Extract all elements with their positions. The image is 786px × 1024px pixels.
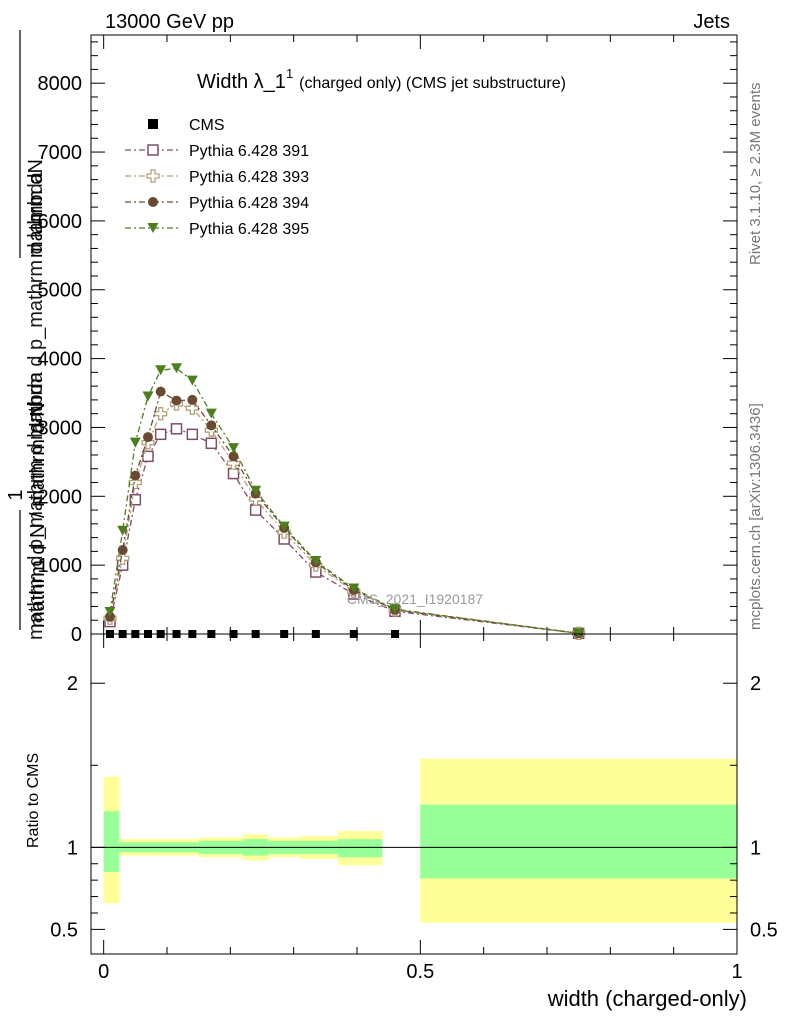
- series-point: [278, 521, 290, 532]
- ylabel-numerator-1: mathrm dN: [25, 159, 47, 258]
- main-ytick-label: 0: [71, 624, 82, 646]
- series-point: [116, 551, 130, 565]
- legend-marker: [148, 119, 158, 129]
- series-point: [129, 437, 141, 448]
- legend-label: Pythia 6.428 393: [189, 169, 309, 186]
- main-y-ticks: 0 1000 2000 3000 4000 5000 6000 7000 8000: [38, 41, 737, 646]
- legend: CMS Pythia 6.428 391 Pythia 6.428 393 Pythi…: [125, 117, 309, 238]
- series-point: [154, 428, 167, 441]
- ratio-band-inner: [420, 804, 737, 879]
- watermark: CMS_2021_I1920187: [347, 591, 483, 607]
- legend-label: Pythia 6.428 391: [189, 143, 309, 160]
- series-point: [171, 363, 182, 374]
- main-ytick-label: 5000: [38, 280, 83, 302]
- main-ytick-label: 4000: [38, 349, 83, 371]
- ratio-ytick-label-right: 0.5: [750, 919, 778, 941]
- main-series: [103, 363, 586, 640]
- series-point: [228, 443, 239, 454]
- xtick-label: 0: [98, 961, 109, 983]
- series-point: [128, 475, 142, 490]
- xtick-label: 0.5: [406, 961, 434, 983]
- legend-marker: [147, 223, 159, 233]
- main-x-ticks: [103, 35, 738, 634]
- series-point: [170, 423, 183, 435]
- series-point: [205, 437, 218, 450]
- main-ytick-label: 1000: [38, 555, 83, 577]
- legend-label: Pythia 6.428 394: [189, 195, 309, 212]
- main-panel: 0 1000 2000 3000 4000 5000 6000 7000 8000 CMS_20…: [5, 30, 738, 646]
- ratio-panel: 0.5 0.51 12 2 0 0.5 1 Ratio to CMS width (cha…: [25, 633, 778, 1011]
- main-ytick-label: 7000: [38, 142, 83, 164]
- x-axis-label: width (charged-only): [547, 986, 747, 1011]
- series-point: [186, 428, 199, 441]
- series-point: [142, 391, 154, 402]
- series-point: [186, 375, 198, 386]
- series-point: [348, 583, 360, 594]
- series-point: [249, 504, 262, 516]
- ratio-ytick-label-left: 0.5: [50, 919, 78, 941]
- ratio-ytick-label-right: 1: [750, 837, 761, 859]
- series-point: [130, 470, 141, 481]
- series-point: [143, 432, 153, 443]
- ratio-bands: [103, 758, 737, 923]
- legend-marker: [147, 144, 159, 156]
- series-point: [155, 365, 167, 376]
- main-ytick-label: 8000: [38, 73, 83, 95]
- series-point: [250, 485, 262, 496]
- series-point: [129, 493, 142, 506]
- plot-title-rest: (charged only) (CMS jet substructure): [299, 75, 566, 92]
- legend-marker: [146, 169, 160, 183]
- header-left: 13000 GeV pp: [105, 11, 234, 33]
- series-point: [205, 408, 217, 419]
- header-right: Jets: [693, 11, 730, 33]
- ratio-band-inner: [338, 839, 383, 858]
- series-point: [171, 395, 182, 406]
- ylabel-numerator-2: mathrm d p_mathrm d lambda: [25, 171, 47, 440]
- legend-label: CMS: [189, 117, 225, 134]
- series-line: [109, 403, 579, 634]
- ylabel-numerator-3: mathrm d p_mathrm d lambda: [25, 371, 47, 640]
- series-point: [310, 556, 322, 567]
- main-plot-frame: [90, 34, 738, 635]
- series-point: [117, 525, 129, 536]
- ratio-x-ticks: 0 0.5 1: [98, 634, 743, 983]
- series-point: [206, 420, 217, 431]
- main-ytick-label: 2000: [38, 486, 83, 508]
- ratio-ytick-label-left: 2: [67, 673, 78, 695]
- xtick-label: 1: [731, 961, 742, 983]
- series-line: [109, 428, 579, 634]
- mcplots-label: mcplots.cern.ch [arXiv:1306.3436]: [747, 403, 764, 630]
- series-point: [104, 606, 116, 617]
- main-ylabel: mathrm dN mathrm d p_mathrm d lambda mat…: [5, 30, 49, 640]
- series-point: [154, 407, 168, 421]
- ratio-plot-frame: [90, 633, 738, 955]
- ratio-ytick-label-right: 2: [750, 673, 761, 695]
- main-ytick-label: 3000: [38, 417, 83, 439]
- ylabel-denominator: mathrm d N / mathrm d N: [27, 402, 49, 628]
- legend-marker: [148, 197, 158, 207]
- ylabel-one: 1: [5, 489, 27, 500]
- plot-title: Width λ_11 (charged only) (CMS jet substr…: [197, 66, 566, 93]
- legend-label: Pythia 6.428 395: [189, 221, 309, 238]
- ratio-ytick-label-left: 1: [67, 837, 78, 859]
- main-ytick-label: 6000: [38, 211, 83, 233]
- series-line: [109, 367, 579, 634]
- plot-title-main: Width λ_1: [197, 71, 286, 93]
- series-point: [155, 386, 166, 397]
- series-point: [226, 456, 241, 470]
- series-point: [389, 604, 401, 615]
- series-point: [142, 450, 154, 463]
- ratio-y-ticks: 0.5 0.5 1 1 2 2: [50, 673, 778, 941]
- plot-title-sup: 1: [286, 66, 293, 81]
- ratio-band-inner: [103, 811, 120, 872]
- ratio-ylabel: Ratio to CMS: [25, 753, 42, 848]
- rivet-label: Rivet 3.1.10, ≥ 2.3M events: [747, 83, 764, 266]
- series-point: [573, 628, 585, 639]
- series-point: [187, 394, 198, 405]
- series-point: [185, 401, 199, 415]
